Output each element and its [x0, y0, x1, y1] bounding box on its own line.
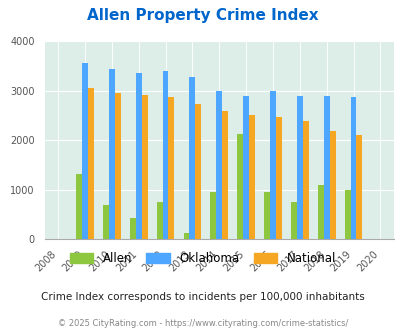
Bar [103, 205, 109, 239]
Bar [269, 91, 275, 239]
Legend: Allen, Oklahoma, National: Allen, Oklahoma, National [65, 247, 340, 270]
Bar [82, 62, 88, 239]
Bar [115, 93, 120, 239]
Bar [296, 96, 302, 239]
Bar [248, 115, 254, 239]
Text: Crime Index corresponds to incidents per 100,000 inhabitants: Crime Index corresponds to incidents per… [41, 292, 364, 302]
Bar [210, 192, 216, 239]
Bar [263, 192, 269, 239]
Bar [350, 97, 356, 239]
Bar [195, 104, 201, 239]
Bar [168, 97, 174, 239]
Text: © 2025 CityRating.com - https://www.cityrating.com/crime-statistics/: © 2025 CityRating.com - https://www.city… [58, 319, 347, 328]
Bar [275, 117, 281, 239]
Bar [135, 73, 141, 239]
Bar [189, 77, 195, 239]
Bar [317, 185, 323, 239]
Bar [344, 190, 350, 239]
Bar [156, 202, 162, 239]
Bar [130, 218, 135, 239]
Bar [356, 135, 362, 239]
Bar [290, 202, 296, 239]
Bar [76, 174, 82, 239]
Bar [222, 111, 228, 239]
Bar [323, 96, 329, 239]
Bar [109, 69, 115, 239]
Bar [237, 134, 243, 239]
Bar [216, 91, 222, 239]
Bar [302, 121, 308, 239]
Bar [329, 131, 335, 239]
Bar [141, 95, 147, 239]
Text: Allen Property Crime Index: Allen Property Crime Index [87, 8, 318, 23]
Bar [88, 88, 94, 239]
Bar [162, 71, 168, 239]
Bar [183, 233, 189, 239]
Bar [243, 96, 248, 239]
